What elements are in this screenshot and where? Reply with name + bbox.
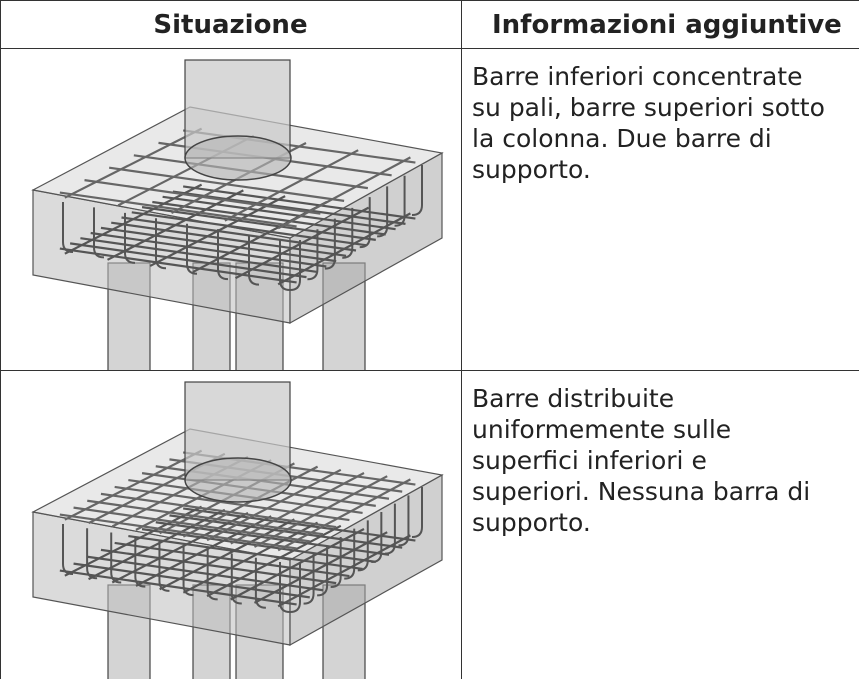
drawing [234, 206, 370, 280]
drawing [279, 240, 291, 291]
drawing [182, 185, 416, 220]
drawing [184, 135, 292, 181]
text-line: superiori. Nessuna barra di [472, 477, 811, 506]
drawing [141, 206, 376, 241]
drawing [184, 457, 292, 503]
drawing [253, 475, 388, 548]
text-line: superfici inferiori e [472, 446, 707, 475]
drawing [254, 557, 266, 609]
drawing [64, 449, 203, 521]
drawing [158, 540, 170, 592]
drawing [303, 553, 315, 605]
text-line: Barre distribuite [472, 384, 675, 413]
drawing [324, 218, 336, 270]
drawing [169, 514, 403, 549]
drawing [93, 207, 105, 259]
drawing [86, 528, 98, 580]
drawing [59, 513, 297, 550]
drawing [344, 528, 356, 580]
drawing [128, 534, 363, 571]
drawing [230, 528, 365, 601]
drawing [152, 200, 386, 236]
table-border [0, 0, 859, 1]
drawing [90, 231, 327, 268]
text-line: la colonna. Due barre di [472, 124, 772, 153]
drawing [342, 207, 354, 259]
drawing [69, 242, 307, 279]
cell-text: Barre distribuite uniformemente sulle supe… [472, 383, 810, 538]
drawing [64, 127, 203, 199]
cell-text: Barre inferiori concentrate su pali, barr… [472, 61, 825, 185]
drawing [134, 536, 146, 588]
drawing [371, 512, 383, 563]
drawing [384, 503, 396, 555]
column-header: Situazione [153, 10, 308, 40]
drawing [206, 524, 342, 598]
drawing [87, 499, 324, 536]
drawing [80, 237, 317, 273]
drawing [411, 487, 423, 538]
drawing [62, 202, 74, 253]
drawing [357, 520, 369, 572]
drawing [59, 569, 297, 606]
drawing [182, 507, 416, 542]
drawing [206, 468, 342, 542]
drawing [100, 492, 337, 529]
drawing [279, 562, 291, 613]
text-line: uniformemente sulle [472, 415, 732, 444]
drawing [155, 218, 167, 270]
table-border [0, 0, 1, 679]
drawing [100, 548, 337, 585]
drawing [277, 478, 411, 552]
drawing [411, 165, 423, 216]
drawing [248, 234, 260, 286]
drawing [206, 549, 218, 601]
drawing [107, 189, 244, 261]
drawing [317, 545, 329, 597]
drawing [159, 518, 295, 591]
drawing [217, 229, 229, 281]
drawing [398, 495, 410, 547]
drawing [182, 521, 319, 594]
drawing [59, 247, 297, 284]
drawing [114, 485, 350, 522]
drawing [64, 183, 203, 255]
drawing [110, 532, 122, 584]
drawing [230, 553, 242, 605]
drawing [162, 195, 396, 231]
text-line: supporto. [472, 508, 591, 537]
drawing [377, 186, 389, 238]
text-line: supporto. [472, 155, 591, 184]
drawing [131, 211, 367, 247]
text-line: su pali, barre superiori sotto [472, 93, 825, 122]
drawing [394, 175, 406, 227]
table-border [461, 0, 462, 679]
drawing [73, 562, 310, 599]
illustration [31, 59, 444, 370]
table-border [0, 370, 859, 371]
drawing [307, 229, 319, 281]
drawing [73, 506, 310, 543]
drawing [253, 531, 388, 604]
drawing [186, 223, 198, 275]
column-header: Informazioni aggiuntive [492, 10, 842, 40]
drawing [124, 212, 136, 264]
drawing [172, 190, 406, 225]
drawing [359, 197, 371, 249]
drawing [289, 240, 301, 291]
text-line: Barre inferiori concentrate [472, 62, 803, 91]
drawing [277, 156, 411, 230]
illustration [31, 381, 444, 679]
drawing [224, 149, 359, 222]
drawing [330, 537, 342, 588]
drawing [182, 545, 194, 597]
drawing [87, 555, 324, 592]
drawing [230, 472, 365, 545]
table-border [0, 48, 859, 49]
drawing [289, 562, 301, 613]
drawing [62, 524, 74, 575]
drawing [111, 221, 347, 257]
